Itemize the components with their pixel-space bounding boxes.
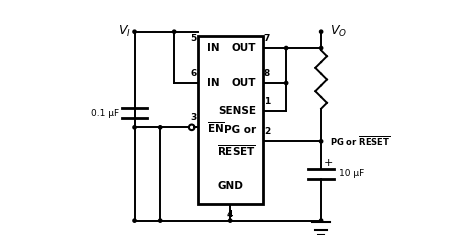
Text: 8: 8 [264,69,270,78]
Text: PG or $\overline{\mathbf{RESET}}$: PG or $\overline{\mathbf{RESET}}$ [331,134,391,148]
Text: 4: 4 [227,210,233,219]
Text: OUT: OUT [231,43,256,53]
Text: 0.1 μF: 0.1 μF [91,109,120,118]
Circle shape [159,219,162,222]
Circle shape [319,140,323,143]
Text: $V_I$: $V_I$ [118,24,131,39]
Text: 6: 6 [190,69,196,78]
Circle shape [319,219,323,222]
Circle shape [285,46,288,50]
Text: OUT: OUT [231,78,256,88]
Circle shape [228,219,232,222]
Circle shape [159,126,162,129]
Text: 5: 5 [190,34,196,43]
Circle shape [173,30,176,33]
Text: SENSE: SENSE [218,106,256,116]
Circle shape [133,30,136,33]
Text: 7: 7 [264,34,270,43]
Circle shape [133,219,136,222]
Circle shape [319,30,323,33]
Text: IN: IN [207,43,219,53]
Text: +: + [324,158,333,168]
Circle shape [285,81,288,85]
Text: PG or: PG or [224,125,256,135]
Text: 1: 1 [264,97,270,106]
Text: GND: GND [217,181,243,191]
Bar [198,36,263,204]
Text: $\overline{\mathbf{EN}}$: $\overline{\mathbf{EN}}$ [207,120,225,135]
Text: 3: 3 [191,114,197,122]
Circle shape [133,126,136,129]
Text: 10 μF: 10 μF [339,169,364,178]
Circle shape [319,46,323,50]
Text: IN: IN [207,78,219,88]
Text: 2: 2 [264,127,270,136]
Text: $V_O$: $V_O$ [331,24,347,39]
Text: $\overline{\mathbf{RESET}}$: $\overline{\mathbf{RESET}}$ [217,143,256,158]
